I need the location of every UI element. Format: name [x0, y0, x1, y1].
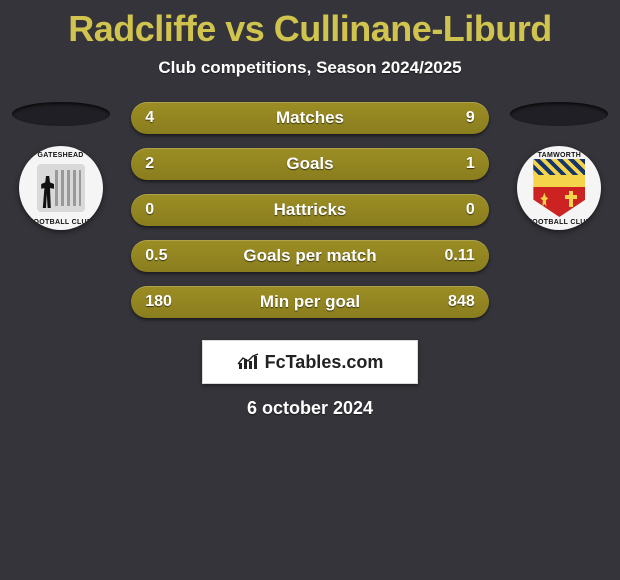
brand-badge: FcTables.com	[202, 340, 418, 384]
right-team-crest: TAMWORTH FOOTBALL CLUB	[517, 146, 601, 230]
stat-right-value: 1	[435, 155, 475, 173]
crest-text-top: TAMWORTH	[538, 152, 581, 159]
stat-right-value: 0.11	[435, 247, 475, 265]
left-column: GATESHEAD FOOTBALL CLUB	[6, 102, 115, 230]
content-row: GATESHEAD FOOTBALL CLUB 4 Matches 9 2 Go…	[0, 102, 620, 318]
stat-row-hattricks: 0 Hattricks 0	[131, 194, 489, 226]
date-label: 6 october 2024	[0, 398, 620, 419]
left-team-crest: GATESHEAD FOOTBALL CLUB	[19, 146, 103, 230]
stat-left-value: 4	[145, 109, 185, 127]
brand-label: FcTables.com	[265, 352, 384, 373]
stats-list: 4 Matches 9 2 Goals 1 0 Hattricks 0 0.5 …	[131, 102, 489, 318]
right-name-pill	[510, 102, 608, 126]
bar-chart-icon	[237, 353, 259, 371]
crest-graphic	[37, 164, 85, 212]
crest-text-bottom: FOOTBALL CLUB	[29, 219, 92, 226]
stat-left-value: 2	[145, 155, 185, 173]
right-column: TAMWORTH FOOTBALL CLUB	[505, 102, 614, 230]
stat-left-value: 0	[145, 201, 185, 219]
stat-row-matches: 4 Matches 9	[131, 102, 489, 134]
stat-right-value: 9	[435, 109, 475, 127]
stat-row-mpg: 180 Min per goal 848	[131, 286, 489, 318]
stat-right-value: 848	[435, 293, 475, 311]
crest-text-bottom: FOOTBALL CLUB	[528, 219, 591, 226]
crest-text-top: GATESHEAD	[38, 152, 84, 159]
stat-right-value: 0	[435, 201, 475, 219]
infographic-root: Radcliffe vs Cullinane-Liburd Club compe…	[0, 0, 620, 419]
stat-left-value: 180	[145, 293, 185, 311]
page-title: Radcliffe vs Cullinane-Liburd	[0, 8, 620, 50]
stat-left-value: 0.5	[145, 247, 185, 265]
left-name-pill	[12, 102, 110, 126]
crest-graphic	[533, 159, 585, 217]
stat-row-goals: 2 Goals 1	[131, 148, 489, 180]
subtitle: Club competitions, Season 2024/2025	[0, 58, 620, 78]
stat-row-gpm: 0.5 Goals per match 0.11	[131, 240, 489, 272]
